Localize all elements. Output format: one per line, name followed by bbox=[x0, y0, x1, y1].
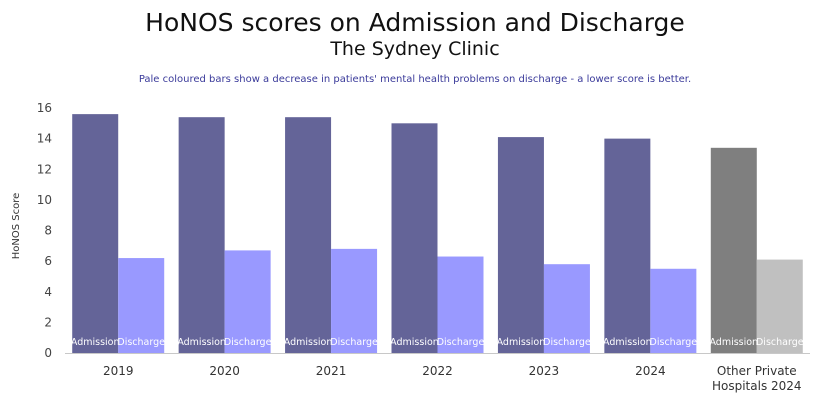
x-category-label: 2024 bbox=[635, 364, 666, 378]
x-category-label: Other Private Hospitals 2024 bbox=[712, 364, 802, 393]
discharge-bar-label: Discharge bbox=[330, 337, 378, 348]
y-tick-label: 0 bbox=[44, 346, 52, 360]
y-axis-label: HoNOS Score bbox=[11, 193, 22, 260]
admission-bar bbox=[710, 147, 757, 353]
admission-bar-label: Admission bbox=[603, 337, 652, 348]
discharge-bar bbox=[543, 264, 590, 353]
admission-bar-label: Admission bbox=[497, 337, 546, 348]
discharge-bar bbox=[437, 256, 484, 353]
x-category-label: 2021 bbox=[316, 364, 347, 378]
y-tick-label: 16 bbox=[37, 101, 52, 115]
x-category-label: 2019 bbox=[103, 364, 134, 378]
admission-bar-label: Admission bbox=[709, 337, 758, 348]
admission-bar-label: Admission bbox=[284, 337, 333, 348]
admission-bar bbox=[497, 137, 544, 353]
admission-bar-label: Admission bbox=[390, 337, 439, 348]
y-tick-label: 2 bbox=[44, 315, 52, 329]
admission-bar bbox=[285, 117, 332, 353]
discharge-bar-label: Discharge bbox=[117, 337, 165, 348]
discharge-bar-label: Discharge bbox=[437, 337, 485, 348]
y-tick-label: 10 bbox=[37, 193, 52, 207]
discharge-bar bbox=[331, 248, 378, 353]
y-tick-label: 8 bbox=[44, 224, 52, 238]
x-category-label: 2020 bbox=[209, 364, 240, 378]
y-tick-label: 12 bbox=[37, 162, 52, 176]
discharge-bar-label: Discharge bbox=[756, 337, 804, 348]
admission-bar bbox=[604, 138, 651, 353]
y-tick-label: 6 bbox=[44, 254, 52, 268]
discharge-bar-label: Discharge bbox=[224, 337, 272, 348]
chart-annotation: Pale coloured bars show a decrease in pa… bbox=[138, 74, 692, 85]
y-tick-label: 14 bbox=[37, 132, 52, 146]
discharge-bar bbox=[118, 258, 165, 353]
discharge-bar bbox=[650, 268, 697, 353]
discharge-bar bbox=[224, 250, 271, 353]
admission-bar bbox=[72, 114, 119, 353]
admission-bar bbox=[391, 123, 438, 353]
admission-bar bbox=[178, 117, 225, 353]
y-tick-label: 4 bbox=[44, 285, 52, 299]
chart-title: HoNOS scores on Admission and Discharge bbox=[145, 8, 685, 37]
y-axis-ticks: 0 2 4 6 8 10 12 14 16 bbox=[37, 101, 52, 360]
admission-bar-label: Admission bbox=[177, 337, 226, 348]
discharge-bar-label: Discharge bbox=[650, 337, 698, 348]
admission-bar-label: Admission bbox=[71, 337, 120, 348]
discharge-bar-label: Discharge bbox=[543, 337, 591, 348]
x-category-label: 2023 bbox=[529, 364, 560, 378]
x-axis-categories: 2019 2020 2021 2022 2023 2024 Other Private Hos… bbox=[103, 364, 802, 393]
discharge-bar bbox=[756, 259, 803, 353]
chart-subtitle: The Sydney Clinic bbox=[330, 38, 500, 60]
x-category-label: 2022 bbox=[422, 364, 453, 378]
